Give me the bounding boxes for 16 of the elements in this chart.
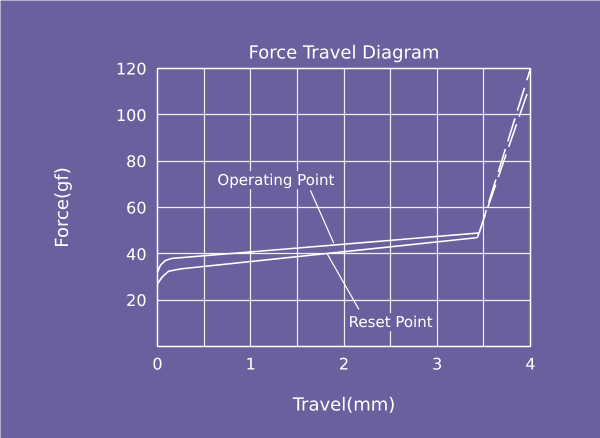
y-tick-label: 60 [126, 198, 146, 218]
x-tick-label: 1 [246, 354, 256, 374]
x-tick-label: 2 [338, 354, 350, 374]
y-tick-label: 40 [126, 244, 146, 264]
x-axis-title: Travel(mm) [292, 394, 396, 416]
y-tick-label: 20 [126, 291, 146, 310]
x-tick-label: 4 [525, 354, 536, 374]
x-tick-label: 0 [152, 354, 163, 374]
annotation: Operating Point [217, 171, 335, 190]
x-tick-label: 3 [432, 354, 442, 374]
y-tick-label: 120 [116, 60, 147, 78]
y-axis-title: Force(gf) [52, 167, 73, 248]
annotation: Reset Point [348, 313, 433, 332]
chart-title: Force Travel Diagram [248, 42, 440, 64]
y-tick-label: 80 [126, 152, 146, 172]
y-tick-label: 100 [116, 106, 147, 125]
